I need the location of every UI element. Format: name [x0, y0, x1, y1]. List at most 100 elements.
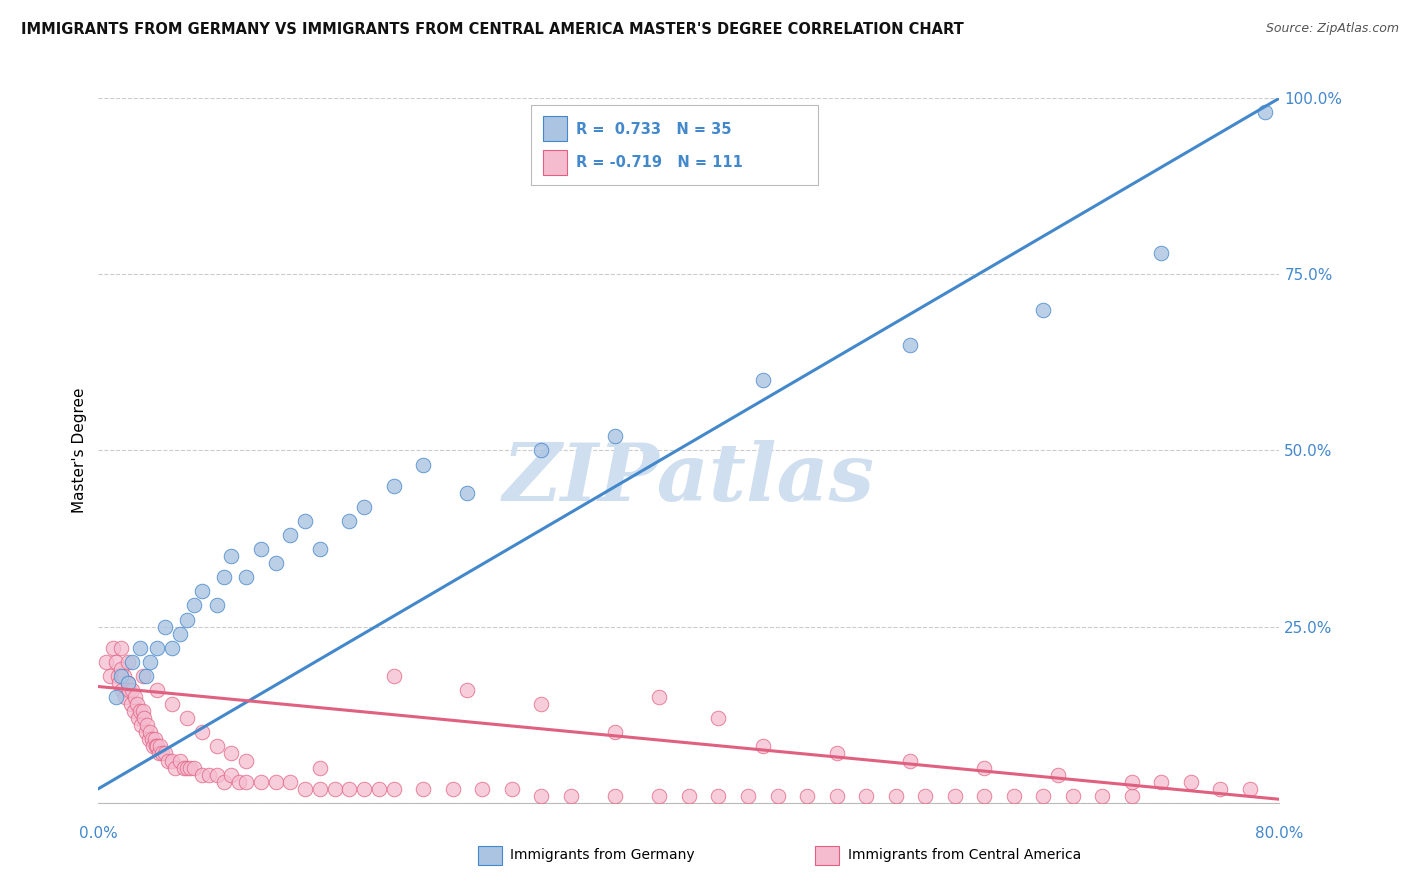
- Point: [148, 747, 170, 761]
- Point: [110, 640, 132, 655]
- Point: [221, 549, 243, 564]
- Point: [605, 789, 627, 803]
- Point: [134, 711, 156, 725]
- Point: [441, 781, 464, 796]
- Point: [1002, 789, 1025, 803]
- Point: [94, 655, 117, 669]
- Point: [1180, 774, 1202, 789]
- Text: IMMIGRANTS FROM GERMANY VS IMMIGRANTS FROM CENTRAL AMERICA MASTER'S DEGREE CORRE: IMMIGRANTS FROM GERMANY VS IMMIGRANTS FR…: [21, 22, 965, 37]
- Point: [156, 754, 179, 768]
- Point: [153, 619, 176, 633]
- Point: [353, 781, 375, 796]
- Point: [118, 683, 141, 698]
- Point: [183, 599, 205, 613]
- Point: [855, 789, 877, 803]
- Point: [114, 690, 136, 705]
- Point: [117, 655, 139, 669]
- Text: Immigrants from Germany: Immigrants from Germany: [510, 848, 695, 863]
- Point: [1209, 781, 1232, 796]
- Point: [382, 669, 405, 683]
- Point: [264, 774, 287, 789]
- Point: [146, 739, 169, 754]
- Point: [339, 781, 361, 796]
- Point: [128, 640, 150, 655]
- Point: [149, 739, 172, 754]
- Point: [1150, 246, 1173, 260]
- Point: [132, 704, 155, 718]
- Point: [162, 697, 183, 711]
- Point: [382, 781, 405, 796]
- Point: [648, 690, 671, 705]
- Point: [128, 704, 150, 718]
- Point: [122, 704, 145, 718]
- Point: [138, 732, 160, 747]
- Point: [900, 754, 922, 768]
- Point: [294, 781, 316, 796]
- Point: [943, 789, 966, 803]
- Point: [973, 789, 995, 803]
- Point: [198, 767, 221, 781]
- Point: [368, 781, 391, 796]
- Point: [120, 697, 142, 711]
- Point: [264, 556, 287, 570]
- Point: [169, 626, 191, 640]
- Point: [737, 789, 759, 803]
- Point: [146, 683, 169, 698]
- Point: [339, 514, 361, 528]
- Point: [135, 669, 157, 683]
- Point: [191, 767, 214, 781]
- Point: [221, 767, 243, 781]
- Point: [900, 337, 922, 351]
- Point: [176, 711, 198, 725]
- Point: [796, 789, 818, 803]
- Point: [501, 781, 523, 796]
- Point: [412, 781, 434, 796]
- Point: [1032, 789, 1054, 803]
- Point: [309, 542, 332, 557]
- Point: [191, 725, 214, 739]
- Point: [98, 669, 121, 683]
- Point: [560, 789, 582, 803]
- Point: [121, 655, 143, 669]
- Point: [173, 760, 195, 774]
- Point: [117, 676, 139, 690]
- Point: [250, 542, 273, 557]
- Point: [205, 767, 228, 781]
- Point: [125, 697, 148, 711]
- Point: [973, 760, 995, 774]
- Point: [235, 774, 257, 789]
- Point: [145, 739, 167, 754]
- Point: [124, 690, 146, 705]
- Point: [142, 739, 165, 754]
- Point: [1047, 767, 1070, 781]
- Point: [457, 683, 479, 698]
- Point: [825, 747, 848, 761]
- Y-axis label: Master's Degree: Master's Degree: [72, 388, 87, 513]
- Point: [707, 789, 730, 803]
- Point: [143, 732, 166, 747]
- Point: [139, 655, 162, 669]
- Text: 0.0%: 0.0%: [79, 827, 118, 841]
- Text: Immigrants from Central America: Immigrants from Central America: [848, 848, 1081, 863]
- Point: [1091, 789, 1114, 803]
- Point: [353, 500, 375, 514]
- Text: ZIPatlas: ZIPatlas: [503, 440, 875, 517]
- Point: [107, 669, 129, 683]
- Point: [221, 747, 243, 761]
- Point: [914, 789, 936, 803]
- Point: [1121, 774, 1143, 789]
- Point: [139, 725, 162, 739]
- Point: [108, 676, 131, 690]
- Point: [111, 683, 134, 698]
- Point: [205, 739, 228, 754]
- Point: [1150, 774, 1173, 789]
- Point: [165, 760, 187, 774]
- Point: [280, 528, 302, 542]
- Point: [105, 690, 128, 705]
- Point: [752, 739, 775, 754]
- Point: [136, 718, 159, 732]
- Point: [1254, 105, 1277, 120]
- Point: [176, 760, 198, 774]
- Point: [294, 514, 316, 528]
- Point: [105, 655, 128, 669]
